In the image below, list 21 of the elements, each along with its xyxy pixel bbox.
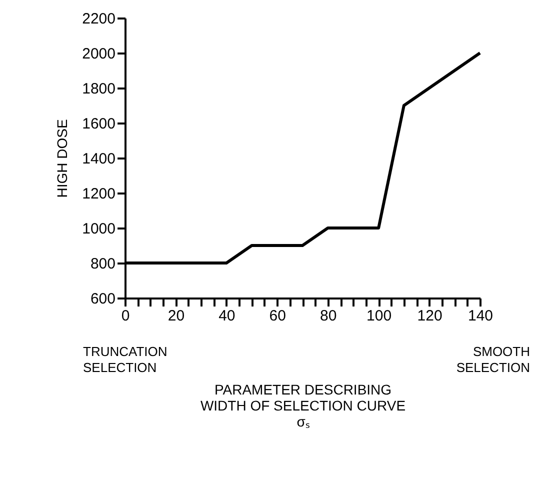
x-tick-label: 20 (168, 308, 185, 324)
y-tick-label: 1400 (82, 150, 116, 168)
text: TRUNCATION SELECTION (83, 344, 168, 375)
x-axis-title: PARAMETER DESCRIBING WIDTH OF SELECTION CURVE σₛ (200, 382, 406, 430)
y-tick-label: 1000 (82, 220, 116, 238)
y-tick-label: 2000 (82, 46, 116, 62)
y-tick-label: 1200 (82, 186, 116, 202)
y-tick-label: 1800 (82, 80, 116, 98)
y-axis-title: HIGH DOSE (54, 119, 70, 198)
x-tick-label: 60 (269, 308, 286, 324)
x-tick-label: 40 (218, 308, 236, 324)
y-tick-label: 600 (90, 290, 116, 308)
text: SMOOTH SELECTION (456, 344, 530, 375)
x-tick-label: 140 (468, 308, 494, 324)
x-tick-label: 100 (366, 308, 392, 324)
x-tick-label: 120 (417, 308, 442, 324)
y-tick-label: 1600 (82, 116, 116, 132)
x-tick-label: 80 (320, 308, 337, 324)
y-tick-label: 2200 (82, 10, 116, 28)
x-tick-label: 0 (121, 308, 130, 324)
y-tick-label: 800 (90, 256, 116, 272)
